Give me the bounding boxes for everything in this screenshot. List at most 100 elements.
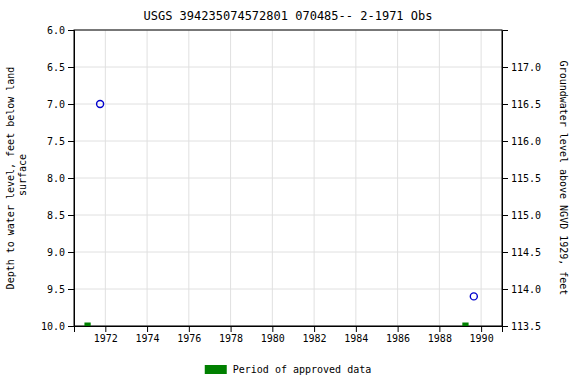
tick-label: 114.0	[511, 284, 541, 295]
tick: 6.5	[47, 62, 74, 73]
tick-label: 1982	[303, 333, 327, 344]
tick-label: 1978	[219, 333, 243, 344]
tick-mark	[231, 326, 232, 332]
tick: 114.5	[502, 247, 541, 258]
tick-label: 1990	[470, 333, 494, 344]
tick: 1976	[177, 326, 201, 344]
tick: 1974	[136, 326, 160, 344]
tick-label: 7.5	[47, 136, 65, 147]
tick-mark	[105, 326, 106, 332]
tick-label: 1988	[428, 333, 452, 344]
tick: 9.5	[47, 284, 74, 295]
tick: 1982	[303, 326, 327, 344]
axis-line	[68, 31, 75, 327]
tick-label: 9.0	[47, 247, 65, 258]
title: USGS 394235074572801 070485-- 2-1971 Obs	[144, 9, 433, 23]
tick-mark	[502, 67, 508, 68]
tick-mark	[481, 326, 482, 332]
tick-mark	[502, 141, 508, 142]
grid-line	[74, 289, 502, 290]
tick: 8.5	[47, 210, 74, 221]
tick-mark	[502, 215, 508, 216]
tick-label: 9.5	[47, 284, 65, 295]
tick: 114.0	[502, 284, 541, 295]
tick: 115.0	[502, 210, 541, 221]
tick: 1978	[219, 326, 243, 344]
y-axis-title: Depth to water level, feet below land su…	[5, 67, 28, 290]
tick-label: 1972	[94, 333, 118, 344]
tick-label: 1986	[386, 333, 410, 344]
periods	[84, 326, 468, 327]
y-axis: 6.06.57.07.58.08.59.09.510.0	[41, 25, 75, 332]
tick-mark	[502, 178, 508, 179]
marks	[84, 101, 477, 327]
tick: 117.0	[502, 62, 541, 73]
grid-line	[74, 252, 502, 253]
tick: 1984	[344, 326, 368, 344]
tick: 1980	[261, 326, 285, 344]
tick-mark	[68, 215, 74, 216]
grid-line	[74, 104, 502, 105]
legend: Period of approved data	[205, 364, 371, 375]
tick-label: 6.5	[47, 62, 65, 73]
tick-mark	[68, 326, 74, 327]
chart: 1972 1974 1976 1978 1980 1982 1984 1986 1988 1990…	[0, 0, 576, 384]
tick-mark	[502, 252, 508, 253]
tick-label: 10.0	[41, 321, 65, 332]
grid-line	[74, 67, 502, 68]
tick: 7.5	[47, 136, 74, 147]
axis-line	[75, 327, 503, 333]
tick-mark	[356, 326, 357, 332]
tick-mark	[68, 252, 74, 253]
tick-mark	[68, 104, 74, 105]
tick-mark	[68, 67, 74, 68]
x-axis: 1972 1974 1976 1978 1980 1982 1984 1986 1988 1990	[75, 326, 503, 344]
grid-line	[74, 141, 502, 142]
point	[470, 293, 477, 300]
tick-label: 115.5	[511, 173, 541, 184]
tick-label: 1980	[261, 333, 285, 344]
tick-label: 114.5	[511, 247, 541, 258]
tick-label: 8.0	[47, 173, 65, 184]
legend-label: Period of approved data	[233, 364, 371, 375]
plot-frame	[74, 30, 502, 326]
tick: 10.0	[41, 321, 74, 332]
tick-label: 1984	[344, 333, 368, 344]
tick: 1988	[428, 326, 452, 344]
tick-label: 116.5	[511, 99, 541, 110]
tick-label: 1976	[177, 333, 201, 344]
approved-period	[462, 323, 468, 327]
tick-mark	[314, 326, 315, 332]
axis-line	[503, 31, 509, 327]
tick-mark	[502, 326, 508, 327]
point	[97, 101, 104, 108]
legend-swatch	[205, 365, 227, 374]
tick-mark	[502, 104, 508, 105]
points	[97, 101, 478, 300]
approved-period	[84, 323, 90, 327]
tick-mark	[502, 289, 508, 290]
tick-label: 8.5	[47, 210, 65, 221]
tick: 113.5	[502, 321, 541, 332]
tick-mark	[398, 326, 399, 332]
legend-item: Period of approved data	[205, 364, 371, 375]
tick-mark	[439, 326, 440, 332]
tick: 115.5	[502, 173, 541, 184]
tick-label: 115.0	[511, 210, 541, 221]
tick-mark	[189, 326, 190, 332]
tick-label: 1974	[136, 333, 160, 344]
tick-label: 6.0	[47, 25, 65, 36]
grid-line	[74, 178, 502, 179]
tick-mark	[68, 289, 74, 290]
tick: 1972	[94, 326, 118, 344]
grid	[74, 30, 502, 326]
tick: 9.0	[47, 247, 74, 258]
tick: 1986	[386, 326, 410, 344]
tick: 6.0	[47, 25, 74, 36]
tick-label: 117.0	[511, 62, 541, 73]
tick: 116.0	[502, 136, 541, 147]
tick-mark	[272, 326, 273, 332]
tick-mark	[68, 141, 74, 142]
tick: 1990	[470, 326, 494, 344]
y2-axis: 117.0 116.5 116.0 115.5 115.0 114.5 114.0 113.5	[502, 31, 541, 332]
